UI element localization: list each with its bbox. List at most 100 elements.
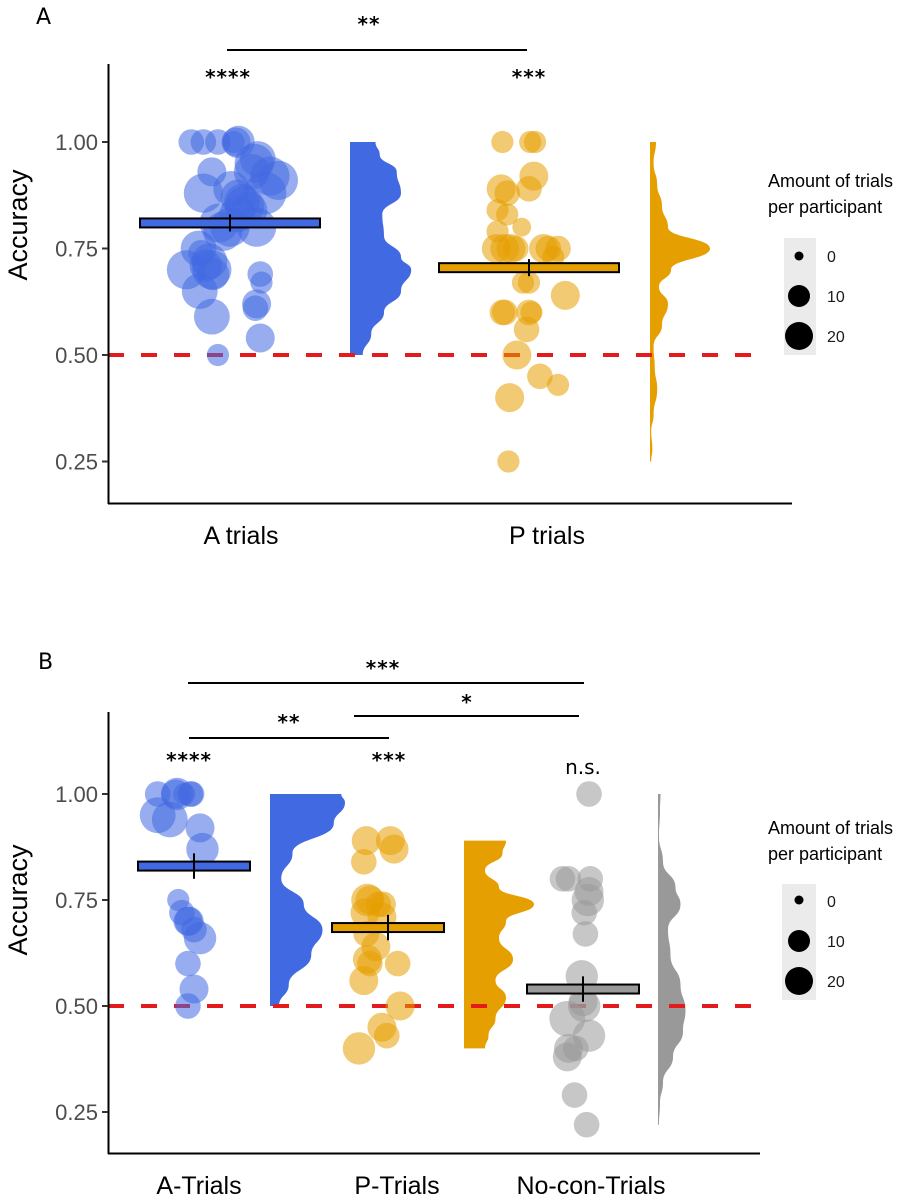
violin-0 [270, 794, 345, 1006]
legend-size-key [794, 251, 804, 261]
legend-label: 20 [827, 329, 845, 346]
data-point [183, 921, 217, 955]
y-tick-label: 0.25 [55, 1100, 98, 1125]
mean-bars [137, 853, 640, 1002]
legend-title: per participant [768, 844, 882, 864]
y-tick-label: 0.75 [55, 237, 98, 262]
panel-letter-a: A [36, 5, 51, 30]
size-legend: Amount of trials per participant 0 10 20 [768, 818, 893, 1000]
significance-label: *** [372, 748, 406, 772]
data-point [351, 826, 381, 856]
legend-size-key [785, 967, 813, 995]
data-point [561, 1082, 588, 1108]
data-point [175, 993, 201, 1019]
x-tick-label: P-Trials [354, 1172, 439, 1199]
significance-label: **** [205, 65, 251, 89]
data-point [492, 299, 518, 326]
legend-size-key [785, 322, 813, 350]
data-point [175, 950, 201, 977]
comparison-label: ** [358, 12, 381, 36]
size-legend: Amount of trials per participant 0 10 20 [768, 171, 893, 355]
scatter-points [139, 777, 606, 1138]
data-point [178, 781, 205, 807]
y-tick-label: 0.75 [55, 888, 98, 913]
legend-label: 10 [827, 934, 845, 951]
data-point [379, 834, 409, 864]
data-point [523, 130, 547, 154]
y-tick-label: 1.00 [55, 782, 98, 807]
data-point [527, 363, 553, 390]
scatter-points [166, 125, 580, 473]
x-tick-label: No-con-Trials [516, 1172, 665, 1199]
legend-size-key [788, 930, 810, 952]
y-tick-label: 0.50 [55, 994, 98, 1019]
x-tick-label: A-Trials [156, 1172, 241, 1199]
legend-title: per participant [768, 197, 882, 217]
data-point [573, 1111, 600, 1138]
y-axis-title: Accuracy [3, 169, 33, 281]
data-point [342, 1032, 376, 1065]
violin-1 [464, 840, 534, 1049]
data-point [576, 781, 602, 807]
data-point [550, 280, 580, 310]
legend-label: 10 [827, 289, 845, 306]
data-point [516, 176, 542, 202]
comparison-label: ** [278, 710, 301, 734]
legend-label: 0 [827, 894, 836, 911]
y-ticks: 0.25 0.50 0.75 1.00 [55, 130, 108, 475]
comparison-label: * [461, 690, 472, 714]
legend-label: 0 [827, 249, 836, 266]
x-tick-label: P trials [509, 522, 585, 550]
data-point [351, 849, 377, 875]
data-point [385, 991, 415, 1021]
legend-label: 20 [827, 974, 845, 991]
data-point [245, 323, 275, 353]
data-point [496, 203, 519, 226]
legend-title: Amount of trials [768, 171, 893, 191]
y-ticks: 0.25 0.50 0.75 1.00 [55, 782, 108, 1125]
x-tick-label: A trials [203, 522, 278, 550]
data-point [555, 866, 582, 892]
data-point [546, 373, 570, 396]
data-point [373, 1022, 400, 1049]
data-point [572, 921, 599, 947]
data-point [250, 271, 273, 294]
data-point [552, 1042, 582, 1072]
data-point [193, 298, 230, 335]
data-point [384, 950, 411, 977]
data-point [349, 966, 379, 996]
legend-size-key [794, 895, 804, 905]
y-tick-label: 0.25 [55, 450, 98, 475]
y-axis-title: Accuracy [3, 844, 33, 956]
violins [270, 794, 686, 1125]
comparison-label: *** [366, 656, 400, 680]
legend-size-key [788, 285, 810, 307]
violin-2 [658, 794, 686, 1125]
data-point [494, 180, 521, 206]
mean-bars [139, 214, 620, 277]
violins [350, 142, 710, 462]
data-point [497, 450, 520, 473]
data-point [502, 235, 529, 262]
panel-a: A 0.25 0.50 0.75 1.00 Accuracy A trials P t… [3, 5, 893, 550]
panel-letter-b: B [38, 650, 53, 675]
legend-title: Amount of trials [768, 818, 893, 838]
panel-b: B 0.25 0.50 0.75 1.00 Accuracy A-Trials P-T… [3, 650, 893, 1199]
y-tick-label: 1.00 [55, 130, 98, 155]
data-point [186, 832, 219, 866]
data-point [183, 173, 223, 213]
data-point [495, 383, 525, 413]
significance-label: **** [166, 748, 212, 772]
significance-label: n.s. [565, 755, 601, 779]
data-point [571, 899, 598, 926]
significance-label: *** [512, 65, 546, 89]
data-point [513, 316, 540, 343]
violin-1 [650, 142, 710, 462]
data-point [502, 340, 532, 370]
data-point [491, 130, 514, 154]
data-point [242, 295, 269, 321]
y-tick-label: 0.50 [55, 343, 98, 368]
data-point [151, 801, 188, 838]
data-point [512, 217, 532, 237]
